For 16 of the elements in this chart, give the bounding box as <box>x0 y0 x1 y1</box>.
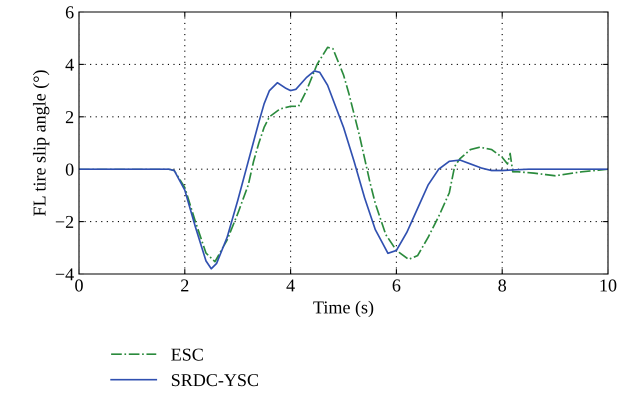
y-tick-label: 6 <box>66 6 74 18</box>
y-tick-label: −2 <box>56 216 74 228</box>
x-tick-label: 4 <box>286 280 295 292</box>
x-axis-title: Time (s) <box>313 300 374 318</box>
y-tick-label: −4 <box>56 268 74 280</box>
x-tick-label: 2 <box>181 279 188 292</box>
x-tick-label: 10 <box>600 279 616 292</box>
y-tick-label: 0 <box>66 163 74 176</box>
y-axis-title: FL tire slip angle (°) <box>32 70 50 216</box>
y-tick-label: 4 <box>65 58 74 71</box>
x-tick-label: 8 <box>498 279 506 292</box>
legend-label: ESC <box>171 348 203 361</box>
x-tick-label: 6 <box>392 279 400 292</box>
x-tick-label: 0 <box>75 279 83 292</box>
y-tick-label: 2 <box>66 111 74 124</box>
legend-label: SRDC-YSC <box>172 374 258 386</box>
